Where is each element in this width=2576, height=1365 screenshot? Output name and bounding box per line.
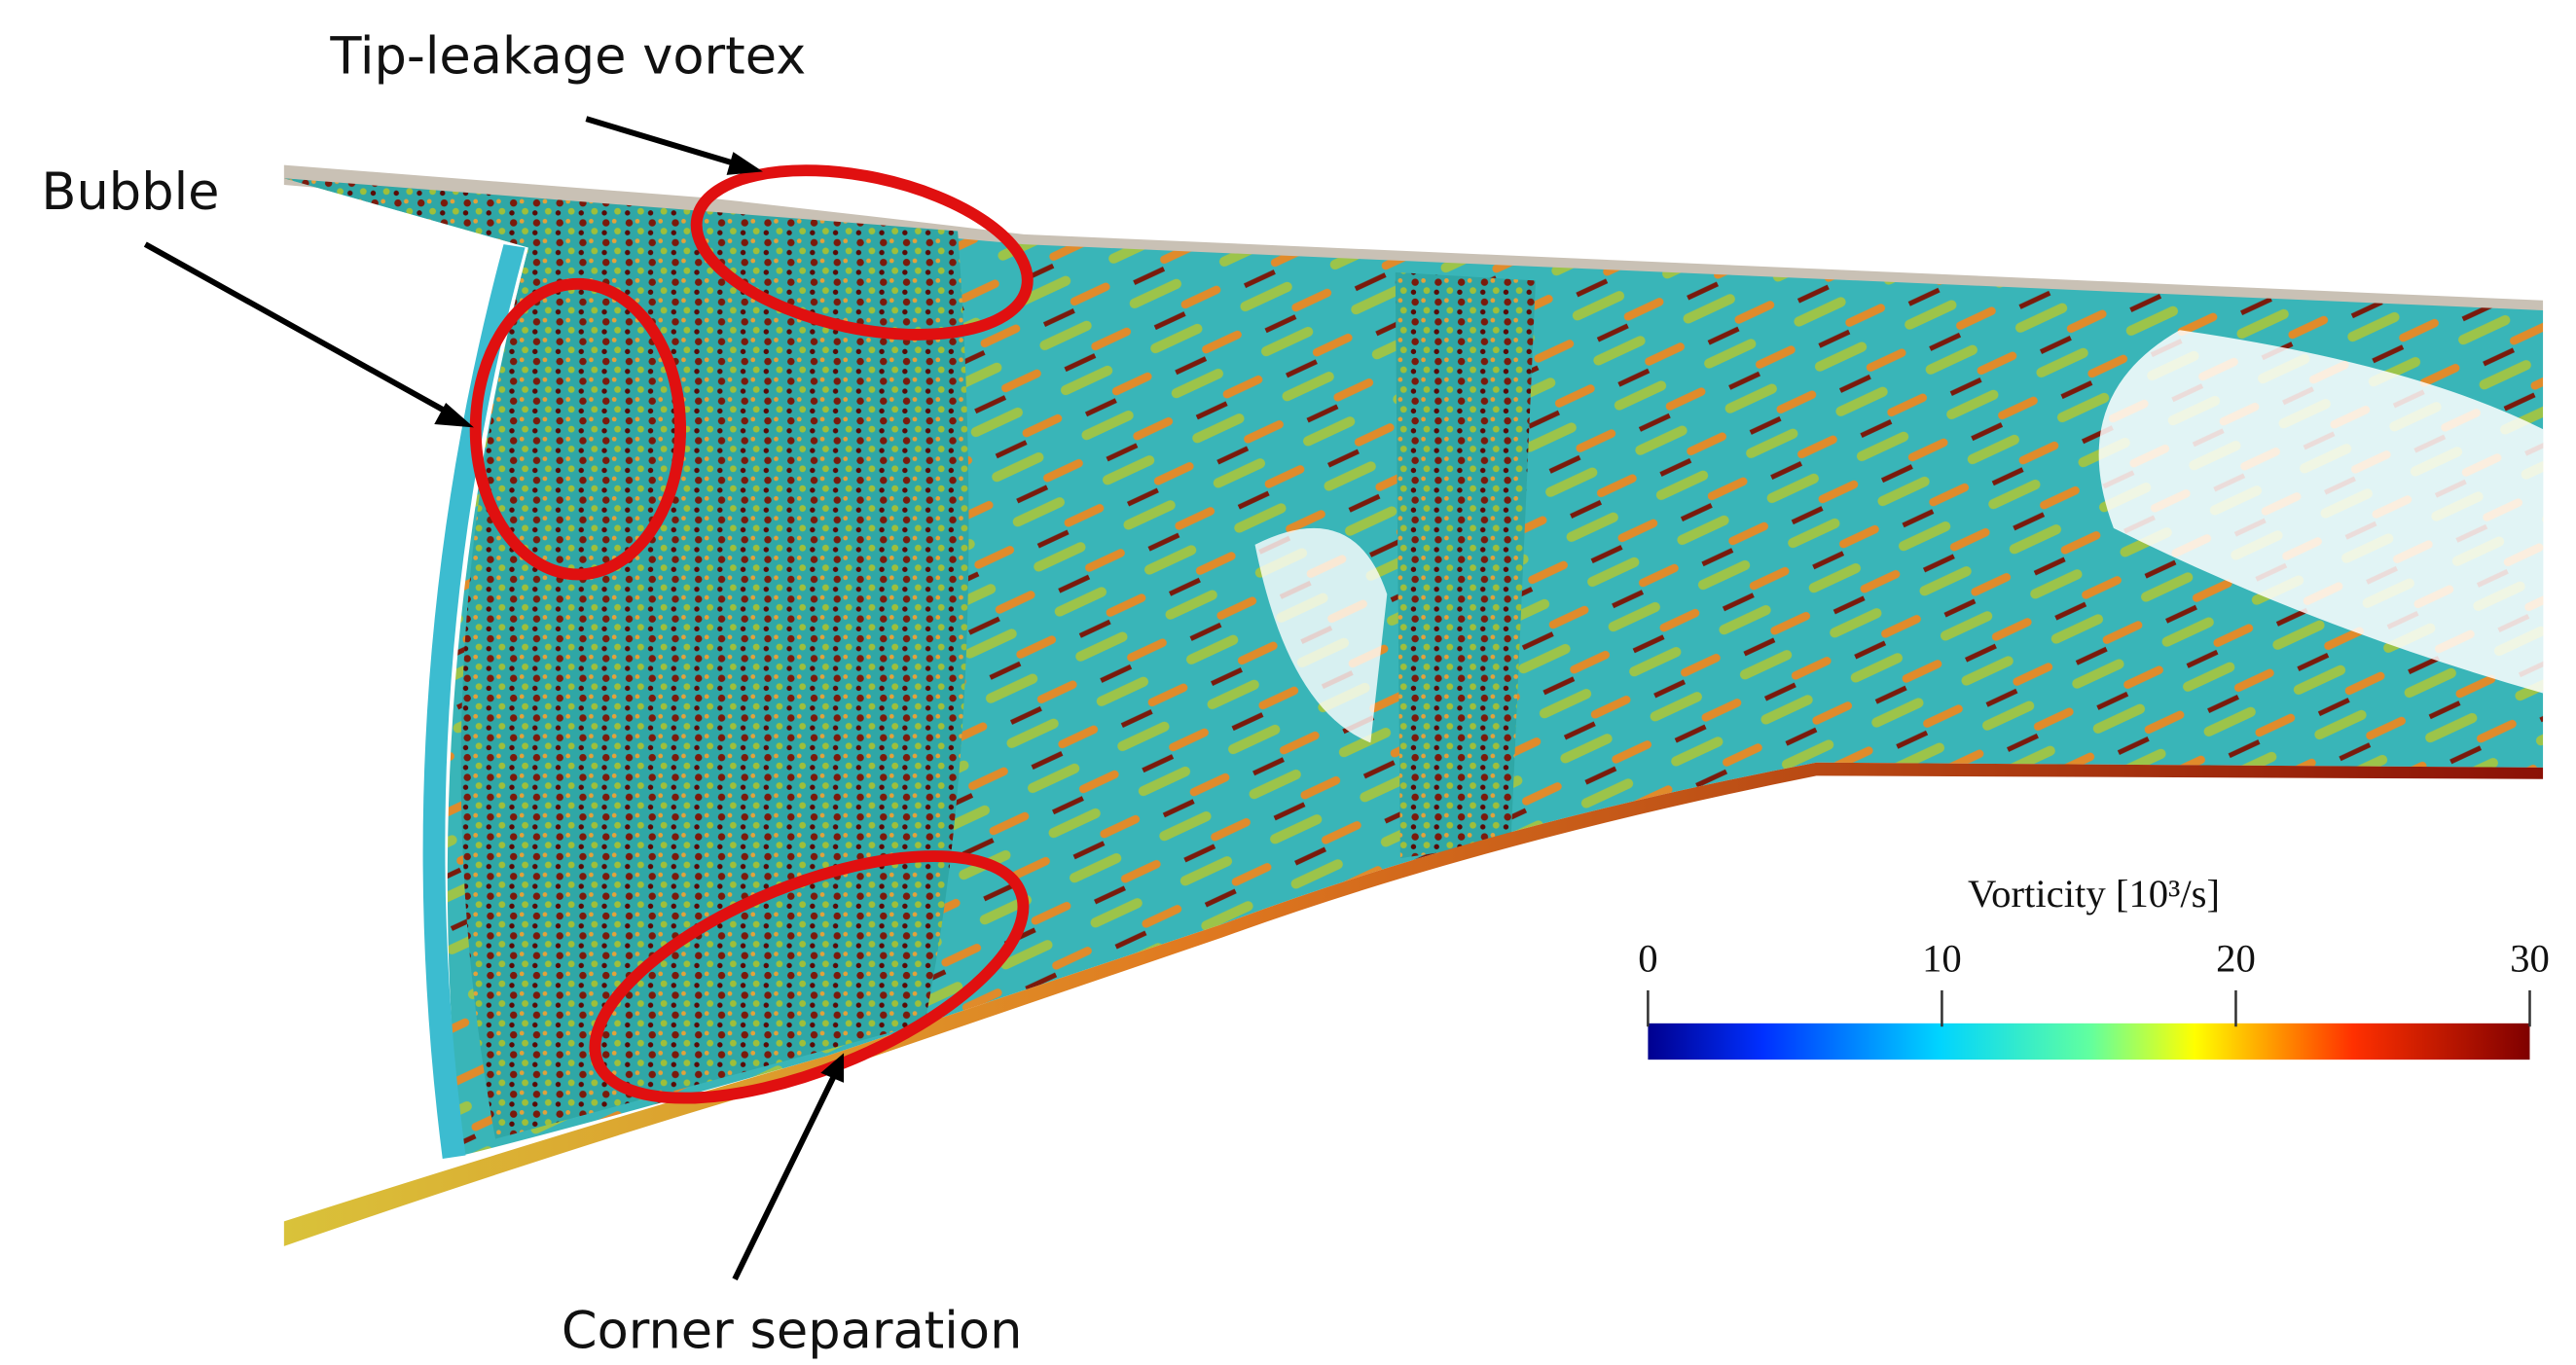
arrow-head xyxy=(434,402,474,428)
annotation-label: Corner separation xyxy=(562,1301,1023,1360)
arrow-head xyxy=(820,1053,845,1083)
colorbar xyxy=(1648,1023,2530,1060)
rotor-region xyxy=(283,178,969,1139)
wake-void xyxy=(1254,527,1388,743)
annotation-label: Tip-leakage vortex xyxy=(329,27,806,87)
arrow-head xyxy=(726,152,763,175)
wake-void xyxy=(2098,330,2544,694)
colorbar-title: Vorticity [10³/s] xyxy=(1968,872,2220,916)
colorbar-tick-label: 20 xyxy=(2216,936,2256,980)
highlight-ellipse xyxy=(469,277,687,581)
stator-band xyxy=(1395,271,1537,859)
annotation-label: Bubble xyxy=(41,162,219,222)
arrow xyxy=(143,241,456,419)
colorbar-tick-label: 0 xyxy=(1638,936,1657,980)
colorbar-tick-label: 30 xyxy=(2510,936,2550,980)
colorbar-tick-label: 10 xyxy=(1922,936,1962,980)
arrow xyxy=(732,1074,837,1281)
casing xyxy=(283,164,2544,314)
arrow xyxy=(585,116,742,168)
highlight-ellipse xyxy=(690,164,1034,341)
